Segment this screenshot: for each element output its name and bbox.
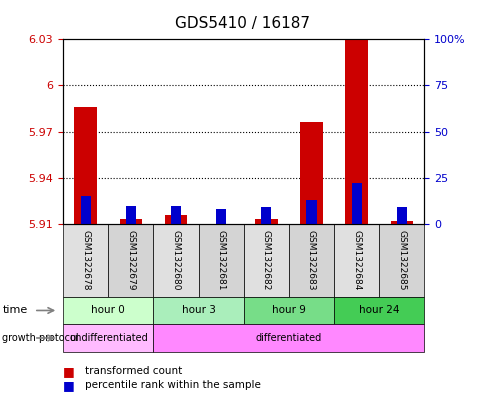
Bar	[306, 200, 316, 224]
Text: transformed count: transformed count	[85, 366, 182, 376]
Text: GSM1322678: GSM1322678	[81, 230, 90, 290]
Text: ■: ■	[63, 365, 75, 378]
Bar	[288, 224, 333, 297]
Bar	[261, 208, 271, 224]
Bar	[243, 297, 333, 324]
Bar	[333, 224, 378, 297]
Bar	[153, 224, 198, 297]
Text: hour 3: hour 3	[181, 305, 215, 316]
Bar	[300, 123, 322, 224]
Text: undifferentiated: undifferentiated	[69, 333, 147, 343]
Bar	[396, 208, 406, 224]
Bar	[153, 324, 424, 352]
Text: growth protocol: growth protocol	[2, 333, 79, 343]
Bar	[170, 206, 181, 224]
Bar	[80, 196, 91, 224]
Bar	[125, 206, 136, 224]
Bar	[351, 184, 361, 224]
Text: GSM1322684: GSM1322684	[351, 230, 361, 290]
Bar	[243, 224, 288, 297]
Text: GSM1322680: GSM1322680	[171, 230, 180, 290]
Bar	[63, 297, 153, 324]
Text: hour 0: hour 0	[91, 305, 125, 316]
Text: GSM1322682: GSM1322682	[261, 230, 270, 290]
Text: GSM1322681: GSM1322681	[216, 230, 225, 290]
Bar	[63, 324, 153, 352]
Text: hour 24: hour 24	[358, 305, 399, 316]
Text: GSM1322685: GSM1322685	[396, 230, 406, 290]
Bar	[215, 209, 226, 224]
Bar	[333, 297, 424, 324]
Bar	[198, 224, 243, 297]
Bar	[165, 215, 187, 224]
Bar	[390, 221, 412, 224]
Bar	[345, 39, 367, 224]
Text: GDS5410 / 16187: GDS5410 / 16187	[175, 16, 309, 31]
Text: hour 9: hour 9	[272, 305, 305, 316]
Text: ■: ■	[63, 378, 75, 392]
Bar	[153, 297, 243, 324]
Text: time: time	[2, 305, 28, 316]
Text: differentiated: differentiated	[255, 333, 321, 343]
Bar	[74, 107, 97, 224]
Bar	[119, 219, 142, 224]
Text: GSM1322683: GSM1322683	[306, 230, 315, 290]
Bar	[378, 224, 424, 297]
Bar	[108, 224, 153, 297]
Bar	[255, 219, 277, 224]
Text: percentile rank within the sample: percentile rank within the sample	[85, 380, 260, 390]
Text: GSM1322679: GSM1322679	[126, 230, 135, 290]
Bar	[63, 224, 108, 297]
